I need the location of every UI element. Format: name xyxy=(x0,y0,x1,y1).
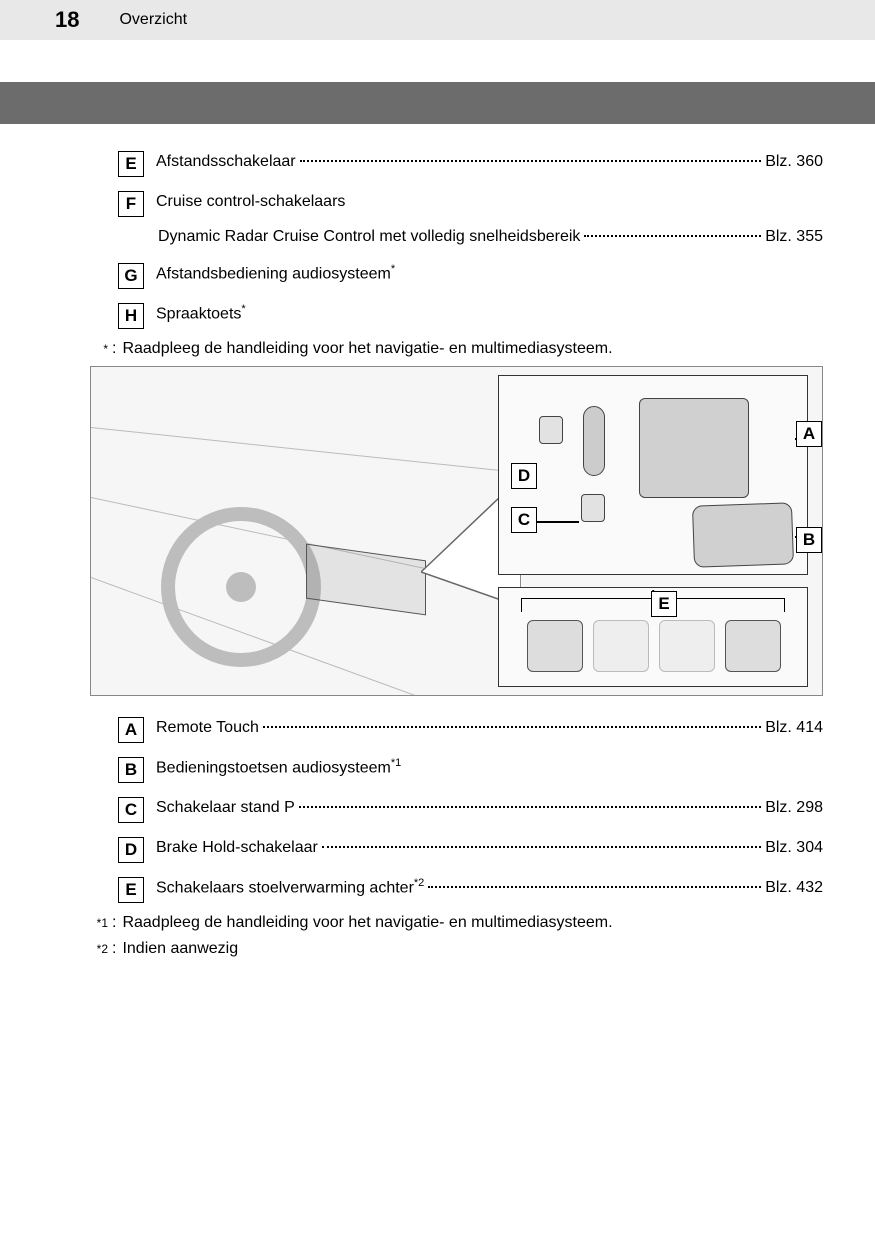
upper-footnotes: *: Raadpleeg de handleiding voor het navi… xyxy=(0,340,875,358)
lower-item-list: A Remote Touch Blz. 414 B Bedieningstoetsen … xyxy=(0,714,875,900)
labeled-item: B Bedieningstoetsen audiosysteem*1 xyxy=(0,754,875,780)
page-content: E Afstandsschakelaar Blz. 360 F Cruise contr… xyxy=(0,124,875,958)
lower-footnotes: *1: Raadpleeg de handleiding voor het nav… xyxy=(0,914,875,958)
labeled-item: H Spraaktoets* xyxy=(0,300,875,326)
footnote-colon: : xyxy=(112,340,116,358)
item-label: Schakelaars stoelverwarming achter*2 xyxy=(156,877,424,897)
item-text: Bedieningstoetsen audiosysteem*1 xyxy=(156,757,823,777)
letter-box: F xyxy=(118,191,144,217)
p-switch-sketch xyxy=(581,494,605,522)
page-header: 18 Overzicht xyxy=(0,0,875,40)
item-subline: Dynamic Radar Cruise Control met volledi… xyxy=(0,228,875,246)
upper-item-list: E Afstandsschakelaar Blz. 360 F Cruise contr… xyxy=(0,148,875,326)
page-reference: Blz. 432 xyxy=(765,879,823,897)
item-text: Cruise control-schakelaars xyxy=(156,193,823,211)
letter-box: E xyxy=(118,877,144,903)
item-text: Schakelaars stoelverwarming achter*2 Blz.… xyxy=(156,877,823,897)
letter-box: A xyxy=(118,717,144,743)
item-label: Cruise control-schakelaars xyxy=(156,193,345,211)
steering-wheel-sketch xyxy=(161,507,321,667)
letter-box: E xyxy=(118,151,144,177)
footnote-mark: * xyxy=(86,342,108,356)
center-console-highlight xyxy=(306,544,426,616)
page-reference: Blz. 355 xyxy=(765,228,823,246)
item-text: Spraaktoets* xyxy=(156,303,823,323)
item-label: Bedieningstoetsen audiosysteem*1 xyxy=(156,757,401,777)
footnote-mark: *2 xyxy=(86,942,108,956)
item-label: Remote Touch xyxy=(156,719,259,737)
item-text: Afstandsschakelaar Blz. 360 xyxy=(156,153,823,171)
footnote-mark: *1 xyxy=(86,916,108,930)
page-reference: Blz. 414 xyxy=(765,719,823,737)
blank-btn-sketch xyxy=(659,620,715,672)
audio-controller-sketch xyxy=(692,502,794,567)
labeled-item: C Schakelaar stand P Blz. 298 xyxy=(0,794,875,820)
item-text: Afstandsbediening audiosysteem* xyxy=(156,263,823,283)
footnote-text: Raadpleeg de handleiding voor het naviga… xyxy=(122,340,612,358)
letter-box: H xyxy=(118,303,144,329)
page-reference: Blz. 360 xyxy=(765,153,823,171)
superscript-mark: * xyxy=(241,303,245,315)
item-text: Remote Touch Blz. 414 xyxy=(156,719,823,737)
labeled-item: D Brake Hold-schakelaar Blz. 304 xyxy=(0,834,875,860)
leader-dots xyxy=(263,717,761,728)
labeled-item: G Afstandsbediening audiosysteem* xyxy=(0,260,875,286)
footnote-text: Indien aanwezig xyxy=(122,940,238,958)
page-reference: Blz. 298 xyxy=(765,799,823,817)
letter-box: D xyxy=(118,837,144,863)
page-reference: Blz. 304 xyxy=(765,839,823,857)
footnote-colon: : xyxy=(112,940,116,958)
letter-box: G xyxy=(118,263,144,289)
blank-btn-sketch xyxy=(593,620,649,672)
labeled-item: E Afstandsschakelaar Blz. 360 xyxy=(0,148,875,174)
leader-dots xyxy=(428,877,761,888)
labeled-item: A Remote Touch Blz. 414 xyxy=(0,714,875,740)
item-text: Brake Hold-schakelaar Blz. 304 xyxy=(156,839,823,857)
footnote: *: Raadpleeg de handleiding voor het navi… xyxy=(0,340,875,358)
footnote-text: Raadpleeg de handleiding voor het naviga… xyxy=(122,914,612,932)
callout-b: B xyxy=(796,527,822,553)
interior-diagram: A B C D E xyxy=(90,366,823,696)
superscript-mark: * xyxy=(391,263,395,275)
item-label: Spraaktoets* xyxy=(156,303,246,323)
section-dark-bar xyxy=(0,82,875,124)
callout-a: A xyxy=(796,421,822,447)
subline-label: Dynamic Radar Cruise Control met volledi… xyxy=(158,228,580,246)
item-label: Schakelaar stand P xyxy=(156,799,295,817)
page-number: 18 xyxy=(55,7,79,33)
brake-hold-btn-sketch xyxy=(539,416,563,444)
leader-dots xyxy=(584,226,761,237)
letter-box: C xyxy=(118,797,144,823)
item-label: Afstandsschakelaar xyxy=(156,153,296,171)
callout-c: C xyxy=(511,507,537,533)
leader-dots xyxy=(322,837,761,848)
leader-dots xyxy=(300,151,762,162)
footnote: *2: Indien aanwezig xyxy=(0,940,875,958)
seat-heater-right-sketch xyxy=(725,620,781,672)
diagram-inset-top xyxy=(498,375,808,575)
item-text: Schakelaar stand P Blz. 298 xyxy=(156,799,823,817)
section-title: Overzicht xyxy=(119,11,187,29)
shifter-sketch xyxy=(583,406,605,476)
callout-d: D xyxy=(511,463,537,489)
labeled-item: E Schakelaars stoelverwarming achter*2 Blz… xyxy=(0,874,875,900)
callout-e: E xyxy=(651,591,677,617)
seat-heater-left-sketch xyxy=(527,620,583,672)
leader-dots xyxy=(299,797,761,808)
labeled-item: F Cruise control-schakelaars xyxy=(0,188,875,214)
footnote: *1: Raadpleeg de handleiding voor het nav… xyxy=(0,914,875,932)
touchpad-sketch xyxy=(639,398,749,498)
item-label: Afstandsbediening audiosysteem* xyxy=(156,263,395,283)
item-label: Brake Hold-schakelaar xyxy=(156,839,318,857)
sketch-line xyxy=(91,427,509,472)
superscript-mark: *2 xyxy=(414,877,424,889)
footnote-colon: : xyxy=(112,914,116,932)
superscript-mark: *1 xyxy=(391,757,401,769)
letter-box: B xyxy=(118,757,144,783)
